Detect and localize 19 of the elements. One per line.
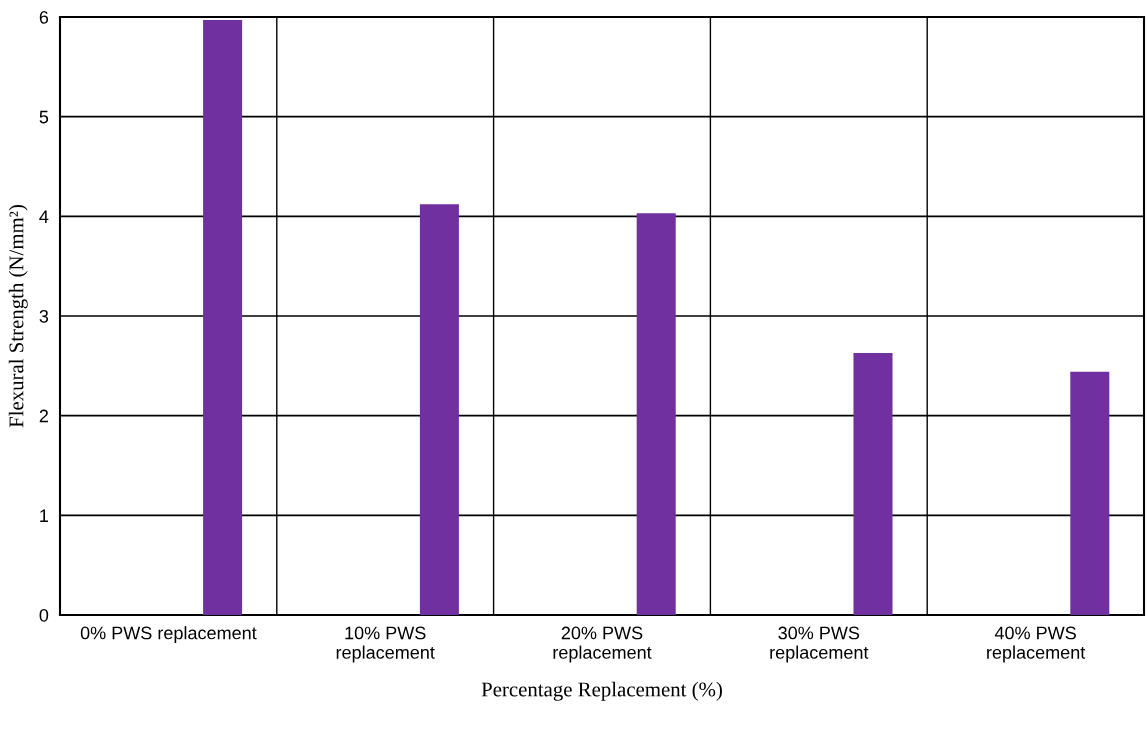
x-tick-label: 0% PWS replacement	[80, 626, 257, 643]
y-tick-label: 0	[39, 608, 49, 622]
bar	[419, 204, 459, 615]
bar	[203, 19, 243, 615]
x-axis-title: Percentage Replacement (%)	[481, 681, 722, 701]
bar	[853, 352, 893, 615]
x-tick-label: 20% PWS replacement	[553, 626, 652, 663]
bar	[1070, 371, 1110, 615]
y-tick-label: 1	[40, 509, 49, 522]
y-axis-title: Flexural Strength (N/mm²)	[8, 205, 28, 428]
y-tick-label: 4	[39, 210, 49, 223]
x-tick-label: 10% PWS replacement	[336, 626, 435, 663]
y-tick-label: 5	[39, 110, 49, 124]
y-tick-label: 2	[39, 409, 48, 423]
x-tick-label: 30% PWS replacement	[770, 626, 869, 663]
x-tick-label: 40% PWS replacement	[987, 626, 1086, 663]
bar	[636, 213, 676, 615]
y-tick-label: 6	[39, 10, 49, 24]
y-tick-label: 3	[39, 309, 49, 323]
